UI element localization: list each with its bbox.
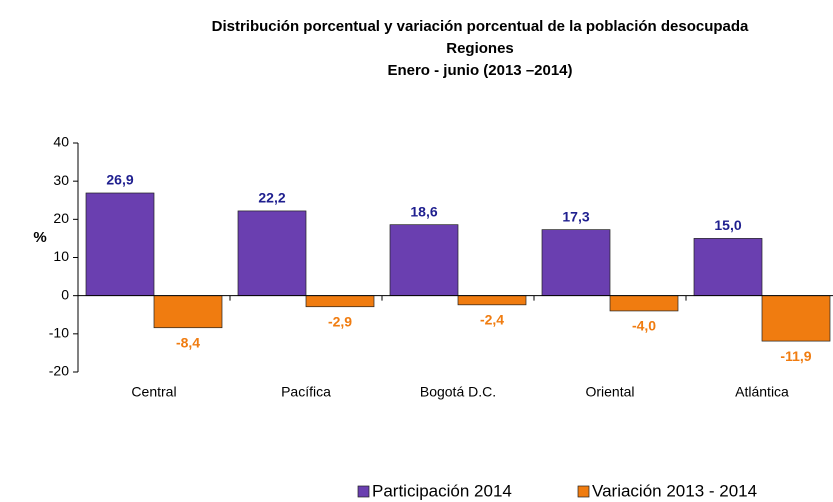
chart-subtitle: Enero - junio (2013 –2014)	[387, 62, 572, 79]
x-tick-label: Atlántica	[735, 384, 789, 400]
value-label: -8,4	[176, 334, 200, 350]
legend-swatch	[577, 485, 590, 498]
bar	[541, 229, 611, 297]
y-tick-label: -10	[49, 325, 69, 341]
value-label: 26,9	[106, 172, 133, 188]
y-tick-label: 20	[53, 210, 69, 226]
x-tick-label: Central	[131, 384, 176, 400]
bar	[305, 295, 375, 308]
legend-swatch	[357, 485, 370, 498]
bar	[85, 192, 155, 297]
bar	[237, 210, 307, 297]
y-tick-label: 40	[53, 134, 69, 150]
chart-title: Distribución porcentual y variación porc…	[212, 18, 749, 35]
value-label: 18,6	[410, 203, 437, 219]
value-label: -11,9	[780, 348, 811, 364]
value-label: 17,3	[562, 208, 589, 224]
y-tick-label: -20	[49, 363, 69, 379]
bar	[153, 295, 223, 329]
bar	[761, 295, 831, 342]
x-tick-label: Pacífica	[281, 384, 331, 400]
x-tick-label: Oriental	[585, 384, 634, 400]
legend-label: Participación 2014	[372, 481, 512, 500]
bar	[389, 224, 459, 297]
value-label: 22,2	[258, 190, 285, 206]
value-label: -4,0	[632, 318, 656, 334]
y-tick-label: 30	[53, 172, 69, 188]
y-tick-label: 10	[53, 248, 69, 264]
y-axis-label: %	[33, 229, 46, 246]
legend-label: Variación 2013 - 2014	[592, 481, 757, 500]
bar	[693, 238, 763, 297]
value-label: 15,0	[714, 217, 741, 233]
value-label: -2,4	[480, 312, 504, 328]
chart-subtitle: Regiones	[446, 40, 514, 57]
value-label: -2,9	[328, 313, 352, 329]
bar	[609, 295, 679, 312]
x-tick-label: Bogotá D.C.	[420, 384, 496, 400]
bar	[457, 295, 527, 306]
y-tick-label: 0	[61, 286, 69, 302]
